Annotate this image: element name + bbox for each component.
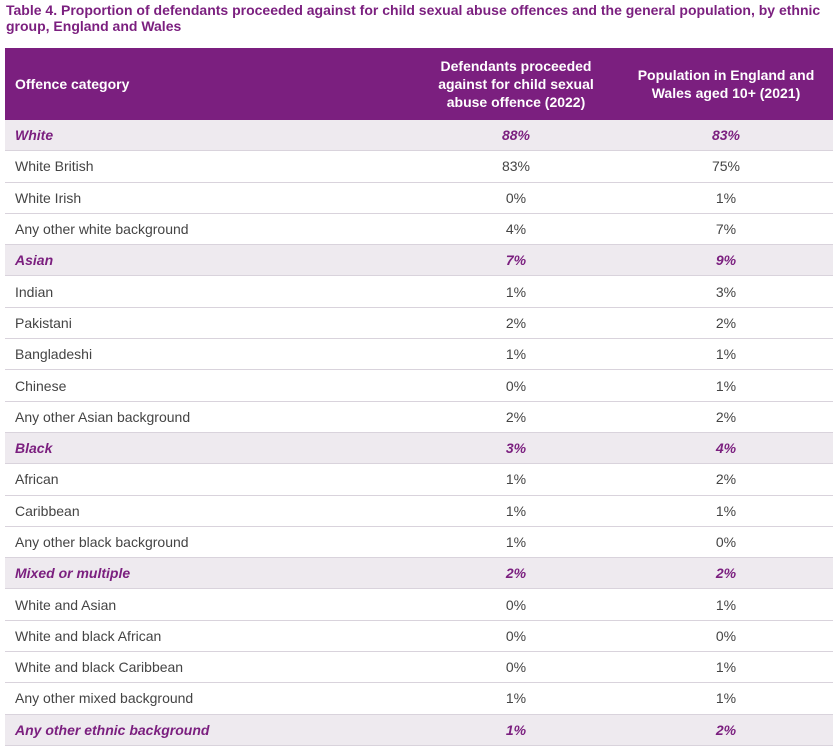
row-population: 75%: [619, 150, 833, 183]
row-label: Black: [5, 431, 413, 465]
table-row: White and black Caribbean 0% 1%: [5, 651, 833, 684]
row-population: 2%: [619, 307, 833, 340]
row-defendants: 1%: [413, 495, 619, 527]
table-title: Table 4. Proportion of defendants procee…: [6, 2, 821, 34]
row-label: Any other Asian background: [5, 401, 413, 433]
table-row: Any other mixed background 1% 1%: [5, 682, 833, 715]
row-defendants: 0%: [413, 369, 619, 402]
row-population: 1%: [619, 588, 833, 621]
row-population: 1%: [619, 682, 833, 715]
row-defendants: 0%: [413, 620, 619, 653]
row-population: 1%: [619, 369, 833, 402]
header-row: Offence category Defendants proceeded ag…: [5, 48, 833, 120]
row-label: Chinese: [5, 369, 413, 402]
row-population: 2%: [619, 557, 833, 590]
row-population: 1%: [619, 182, 833, 214]
row-label: Any other white background: [5, 213, 413, 246]
table-row: Any other white background 4% 7%: [5, 213, 833, 246]
row-population: 3%: [619, 275, 833, 308]
row-defendants: 7%: [413, 244, 619, 277]
row-label: White: [5, 118, 413, 152]
group-row: Asian 7% 9%: [5, 244, 833, 277]
table-row: African 1% 2%: [5, 463, 833, 496]
row-defendants: 4%: [413, 213, 619, 246]
table-row: Any other Asian background 2% 2%: [5, 401, 833, 433]
row-population: 83%: [619, 118, 833, 152]
row-defendants: 0%: [413, 588, 619, 621]
header-offence-category: Offence category: [5, 48, 413, 120]
row-label: White and black African: [5, 620, 413, 653]
row-label: Asian: [5, 244, 413, 277]
table-row: White and black African 0% 0%: [5, 620, 833, 653]
row-population: 9%: [619, 244, 833, 277]
group-row: White 88% 83%: [5, 118, 833, 152]
row-defendants: 1%: [413, 682, 619, 715]
row-label: African: [5, 463, 413, 496]
row-defendants: 1%: [413, 463, 619, 496]
header-population: Population in England and Wales aged 10+…: [619, 48, 833, 120]
row-label: White Irish: [5, 182, 413, 214]
row-defendants: 1%: [413, 526, 619, 559]
row-population: 1%: [619, 338, 833, 371]
row-label: Any other ethnic background: [5, 713, 413, 746]
table-row: Any other black background 1% 0%: [5, 526, 833, 559]
table-row: Indian 1% 3%: [5, 275, 833, 308]
table-row: White Irish 0% 1%: [5, 182, 833, 214]
row-defendants: 2%: [413, 557, 619, 590]
table-row: White and Asian 0% 1%: [5, 588, 833, 621]
row-defendants: 1%: [413, 338, 619, 371]
row-defendants: 1%: [413, 713, 619, 746]
row-label: Indian: [5, 275, 413, 308]
table-body: White 88% 83% White British 83% 75% White Ir…: [5, 118, 833, 746]
table-header: Offence category Defendants proceeded ag…: [5, 48, 833, 120]
table-row: Bangladeshi 1% 1%: [5, 338, 833, 371]
row-label: White and black Caribbean: [5, 651, 413, 684]
table-row: Caribbean 1% 1%: [5, 495, 833, 527]
row-label: Mixed or multiple: [5, 557, 413, 590]
row-population: 7%: [619, 213, 833, 246]
ethnicity-table: Offence category Defendants proceeded ag…: [5, 48, 833, 746]
row-population: 1%: [619, 651, 833, 684]
row-defendants: 0%: [413, 182, 619, 214]
table-row: Chinese 0% 1%: [5, 369, 833, 402]
row-defendants: 88%: [413, 118, 619, 152]
group-row: Mixed or multiple 2% 2%: [5, 557, 833, 590]
row-population: 4%: [619, 431, 833, 465]
row-label: White and Asian: [5, 588, 413, 621]
row-defendants: 3%: [413, 431, 619, 465]
row-defendants: 0%: [413, 651, 619, 684]
row-label: White British: [5, 150, 413, 183]
row-label: Bangladeshi: [5, 338, 413, 371]
row-label: Any other mixed background: [5, 682, 413, 715]
row-population: 0%: [619, 526, 833, 559]
table-row: White British 83% 75%: [5, 150, 833, 183]
row-defendants: 83%: [413, 150, 619, 183]
row-label: Pakistani: [5, 307, 413, 340]
row-label: Caribbean: [5, 495, 413, 527]
row-defendants: 2%: [413, 307, 619, 340]
row-population: 1%: [619, 495, 833, 527]
row-population: 2%: [619, 463, 833, 496]
group-row: Black 3% 4%: [5, 431, 833, 465]
row-defendants: 2%: [413, 401, 619, 433]
row-label: Any other black background: [5, 526, 413, 559]
row-population: 2%: [619, 713, 833, 746]
table-row: Pakistani 2% 2%: [5, 307, 833, 340]
row-population: 0%: [619, 620, 833, 653]
header-defendants: Defendants proceeded against for child s…: [413, 48, 619, 120]
row-population: 2%: [619, 401, 833, 433]
group-row: Any other ethnic background 1% 2%: [5, 713, 833, 746]
row-defendants: 1%: [413, 275, 619, 308]
